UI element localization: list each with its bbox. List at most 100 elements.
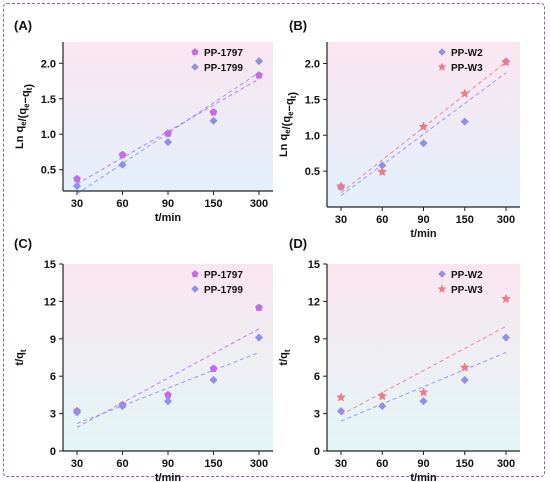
y-tick-label: 12	[308, 296, 320, 308]
x-tick-label: 150	[456, 458, 474, 470]
x-axis-label: t/min	[155, 212, 182, 224]
data-point-PP-W3	[501, 56, 511, 67]
y-tick-label: 15	[44, 259, 56, 271]
y-tick-label: 0	[314, 446, 320, 458]
data-point-PP-W2	[460, 375, 469, 385]
y-tick-label: 6	[314, 371, 320, 383]
data-point-PP-1799	[72, 408, 82, 417]
legend-entry: PP-1797	[204, 48, 243, 59]
data-point-PP-W3	[418, 387, 429, 397]
plot-background	[63, 42, 273, 191]
legend-marker	[191, 270, 199, 278]
data-point-PP-1799	[163, 396, 173, 406]
y-tick-label: 3	[50, 409, 56, 421]
data-point-PP-1799	[163, 137, 173, 147]
y-tick-label: 1.5	[305, 94, 320, 106]
data-point-PP-W2	[336, 406, 346, 416]
x-tick-label: 150	[204, 198, 222, 210]
legend-entry: PP-W2	[451, 48, 483, 59]
legend-entry: PP-W2	[451, 270, 483, 281]
y-tick-label: 9	[50, 334, 56, 346]
x-tick-label: 90	[162, 458, 174, 470]
x-tick-label: 300	[250, 198, 268, 210]
y-tick-label: 0.5	[305, 166, 320, 178]
x-tick-label: 90	[417, 214, 429, 226]
x-tick-label: 60	[376, 458, 388, 470]
fit-line-PP-W3	[340, 325, 507, 416]
figure-frame	[3, 3, 545, 477]
legend-entry: PP-1797	[204, 270, 243, 281]
x-tick-label: 30	[71, 458, 83, 470]
x-tick-label: 30	[335, 214, 347, 226]
legend-marker	[191, 48, 199, 56]
x-tick-label: 300	[497, 214, 515, 226]
y-tick-label: 1.0	[41, 129, 56, 141]
legend-entry: PP-1799	[204, 285, 243, 296]
x-tick-label: 90	[417, 458, 429, 470]
x-axis-label: t/min	[155, 472, 182, 482]
legend-entry: PP-W3	[451, 285, 483, 296]
data-point-PP-W3	[336, 392, 346, 402]
data-point-PP-1797	[209, 108, 218, 116]
y-tick-label: 1.0	[305, 130, 320, 142]
x-tick-label: 300	[250, 458, 268, 470]
x-tick-label: 30	[71, 198, 83, 210]
y-tick-label: 0	[50, 446, 56, 458]
data-point-PP-1797	[118, 150, 127, 159]
data-point-PP-W2	[460, 117, 469, 126]
panel-label: (D)	[289, 236, 307, 251]
data-point-PP-1799	[118, 160, 127, 169]
panel-C: 0 3 6 9 12 15 30 60 90 150 300 t/min t/qt (C) PP-1797 P…	[14, 236, 273, 482]
data-point-PP-1799	[254, 333, 264, 342]
plot-background	[327, 264, 520, 451]
y-tick-label: 0.5	[41, 165, 56, 177]
x-tick-label: 60	[376, 214, 388, 226]
y-axis-label: Ln qe/(qe−qt)	[14, 84, 35, 149]
x-axis-label: t/min	[410, 228, 437, 240]
fit-line-PP-W2	[340, 72, 507, 196]
y-tick-label: 15	[308, 259, 320, 271]
panel-D: 0 3 6 9 12 15 30 60 90 150 300 t/min t/qt (D) PP-W2 PP-…	[278, 236, 520, 482]
x-tick-label: 60	[116, 458, 128, 470]
panel-A: 0.5 1.0 1.5 2.0 30 60 90 150 300 t/min Ln qe/(qe−q…	[14, 18, 273, 224]
fit-line-PP-1799	[76, 72, 260, 195]
fit-line-PP-1799	[76, 352, 260, 425]
data-point-PP-1797	[209, 364, 218, 373]
y-tick-label: 6	[50, 371, 56, 383]
y-axis-label: t/qt	[14, 349, 28, 365]
data-point-PP-W3	[336, 180, 346, 191]
data-point-PP-W2	[419, 138, 428, 148]
x-tick-label: 60	[116, 198, 128, 210]
y-tick-label: 3	[314, 409, 320, 421]
data-point-PP-W3	[418, 121, 429, 131]
data-point-PP-W3	[459, 362, 470, 372]
y-axis-label: t/qt	[278, 349, 292, 365]
data-point-PP-1797	[164, 129, 172, 137]
data-point-PP-W3	[459, 88, 470, 98]
data-point-PP-W3	[377, 390, 388, 401]
y-axis-label: Ln qe/(qe−qt)	[278, 92, 299, 157]
legend-marker	[438, 48, 446, 56]
legend-marker	[437, 284, 447, 293]
data-point-PP-1799	[72, 181, 82, 191]
data-point-PP-W2	[378, 401, 387, 411]
y-tick-label: 1.5	[41, 94, 56, 106]
x-tick-label: 150	[204, 458, 222, 470]
data-point-PP-1799	[254, 57, 264, 66]
x-tick-label: 150	[456, 214, 474, 226]
y-tick-label: 12	[44, 296, 56, 308]
legend-marker	[438, 270, 446, 278]
data-point-PP-1797	[255, 303, 263, 311]
x-tick-label: 30	[335, 458, 347, 470]
data-point-PP-W3	[501, 293, 511, 304]
data-point-PP-W3	[377, 166, 388, 177]
panel-label: (A)	[14, 18, 32, 33]
plot-background	[63, 264, 273, 451]
x-tick-label: 90	[162, 198, 174, 210]
data-point-PP-1797	[255, 71, 263, 79]
panel-label: (B)	[289, 18, 307, 33]
data-point-PP-W2	[419, 396, 428, 406]
x-axis-label: t/min	[410, 472, 437, 482]
